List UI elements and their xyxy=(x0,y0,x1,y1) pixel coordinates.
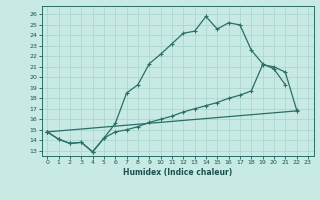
X-axis label: Humidex (Indice chaleur): Humidex (Indice chaleur) xyxy=(123,168,232,177)
